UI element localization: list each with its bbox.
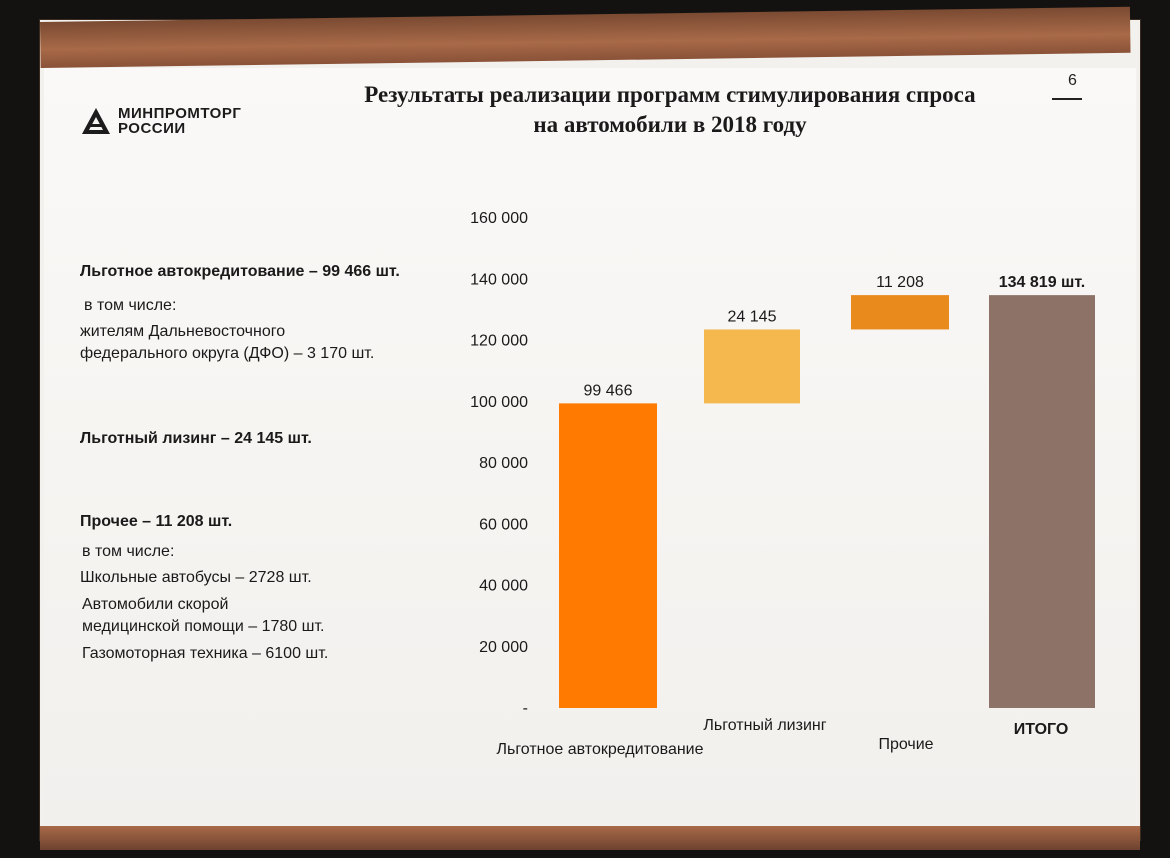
other-detail-ambulance-line2: медицинской помощи – 1780 шт. bbox=[82, 618, 325, 635]
chart-data-labels: 99 466 24 145 11 208 134 819 шт. bbox=[584, 274, 1086, 399]
category-label-2: Льготный лизинг bbox=[703, 717, 826, 734]
credit-sub: в том числе: bbox=[84, 297, 177, 314]
data-label-1: 99 466 bbox=[584, 382, 633, 399]
data-label-4: 134 819 шт. bbox=[999, 274, 1086, 291]
screen-bottom-edge bbox=[40, 826, 1140, 850]
leasing-heading: Льготный лизинг – 24 145 шт. bbox=[80, 430, 312, 447]
page-number-underline bbox=[1052, 98, 1082, 100]
credit-heading: Льготное автокредитование – 99 466 шт. bbox=[80, 263, 400, 280]
y-tick-label: 60 000 bbox=[479, 516, 528, 533]
triangle-logo-icon bbox=[82, 108, 110, 134]
bar-1 bbox=[559, 403, 657, 708]
logo-line2: РОССИИ bbox=[118, 120, 186, 137]
credit-detail-line1: жителям Дальневосточного bbox=[80, 323, 286, 340]
other-sub: в том числе: bbox=[82, 543, 175, 560]
category-label-4: ИТОГО bbox=[1014, 721, 1069, 738]
slide-title-line2: на автомобили в 2018 году bbox=[533, 112, 807, 137]
bar-2 bbox=[704, 329, 800, 404]
logo-line1: МИНПРОМТОРГ bbox=[118, 105, 242, 122]
y-tick-label: 20 000 bbox=[479, 639, 528, 656]
other-detail-gas: Газомоторная техника – 6100 шт. bbox=[82, 645, 329, 662]
y-tick-label: 140 000 bbox=[470, 271, 528, 288]
slide-title-line1: Результаты реализации программ стимулиро… bbox=[364, 82, 976, 107]
y-tick-label: 120 000 bbox=[470, 333, 528, 350]
chart-bars bbox=[559, 295, 1095, 708]
y-tick-label: 160 000 bbox=[470, 210, 528, 227]
y-tick-label: 80 000 bbox=[479, 455, 528, 472]
credit-detail-line2: федерального округа (ДФО) – 3 170 шт. bbox=[80, 345, 375, 362]
bar-3 bbox=[851, 295, 949, 330]
slide-title: Результаты реализации программ стимулиро… bbox=[320, 80, 1020, 140]
bar-4 bbox=[989, 295, 1095, 708]
y-tick-label: - bbox=[523, 700, 528, 717]
data-label-2: 24 145 bbox=[728, 308, 777, 325]
other-detail-buses: Школьные автобусы – 2728 шт. bbox=[80, 569, 312, 586]
page-number: 6 bbox=[1068, 72, 1077, 89]
y-axis: - 20 000 40 000 60 000 80 000 100 000 120 000 1… bbox=[470, 210, 528, 717]
data-label-3: 11 208 bbox=[876, 274, 924, 291]
other-heading: Прочее – 11 208 шт. bbox=[80, 513, 233, 530]
ministry-logo: МИНПРОМТОРГ РОССИИ bbox=[80, 105, 241, 137]
other-detail-ambulance-line1: Автомобили скорой bbox=[82, 596, 229, 613]
category-label-3: Прочие bbox=[878, 736, 933, 753]
y-tick-label: 40 000 bbox=[479, 578, 528, 595]
category-label-1: Льготное автокредитование bbox=[496, 741, 703, 758]
y-tick-label: 100 000 bbox=[470, 394, 528, 411]
